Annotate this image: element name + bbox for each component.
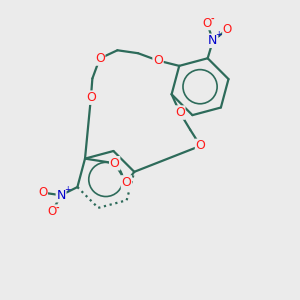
Text: -: -	[56, 203, 59, 212]
Text: -: -	[211, 15, 214, 24]
Text: O: O	[110, 157, 120, 170]
Text: N: N	[208, 34, 218, 47]
Text: O: O	[122, 176, 131, 189]
Text: O: O	[196, 139, 206, 152]
Text: O: O	[95, 52, 105, 65]
Text: O: O	[38, 186, 47, 199]
Text: +: +	[216, 30, 222, 39]
Text: +: +	[64, 185, 70, 194]
Text: O: O	[47, 205, 57, 218]
Text: O: O	[175, 106, 185, 119]
Text: N: N	[56, 189, 66, 202]
Text: O: O	[153, 54, 163, 67]
Text: O: O	[202, 16, 212, 30]
Text: O: O	[223, 22, 232, 36]
Text: O: O	[86, 91, 96, 104]
